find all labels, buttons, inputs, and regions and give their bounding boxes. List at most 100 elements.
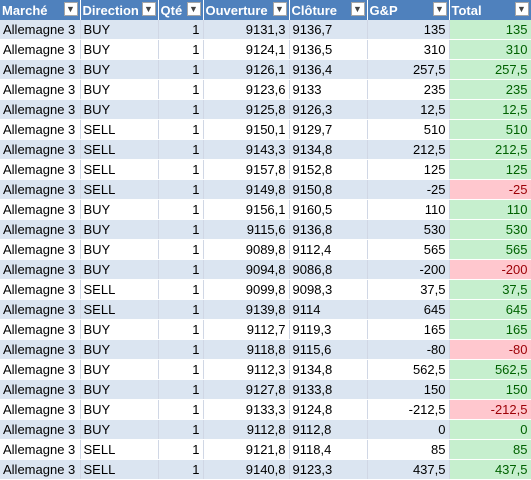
table-row[interactable]: Allemagne 3 SELL 1 9143,3 9134,8 212,5 212,5 — [0, 139, 531, 160]
cell-total[interactable]: 645 — [449, 299, 531, 320]
cell-direction[interactable]: SELL — [80, 119, 159, 140]
cell-marche[interactable]: Allemagne 3 — [0, 59, 81, 80]
cell-total[interactable]: 85 — [449, 439, 531, 460]
cell-cloture[interactable]: 9136,4 — [289, 59, 368, 80]
cell-direction[interactable]: BUY — [80, 259, 159, 280]
cell-marche[interactable]: Allemagne 3 — [0, 319, 81, 340]
cell-direction[interactable]: BUY — [80, 419, 159, 440]
cell-cloture[interactable]: 9152,8 — [289, 159, 368, 180]
cell-qte[interactable]: 1 — [158, 79, 204, 100]
cell-ouverture[interactable]: 9112,8 — [203, 419, 290, 440]
cell-qte[interactable]: 1 — [158, 139, 204, 160]
chevron-down-icon[interactable]: ▼ — [186, 2, 201, 16]
cell-direction[interactable]: BUY — [80, 239, 159, 260]
cell-gp[interactable]: 165 — [367, 319, 450, 340]
cell-gp[interactable]: -25 — [367, 179, 450, 200]
cell-direction[interactable]: BUY — [80, 399, 159, 420]
cell-cloture[interactable]: 9124,8 — [289, 399, 368, 420]
cell-ouverture[interactable]: 9139,8 — [203, 299, 290, 320]
cell-qte[interactable]: 1 — [158, 399, 204, 420]
cell-direction[interactable]: SELL — [80, 179, 159, 200]
cell-ouverture[interactable]: 9157,8 — [203, 159, 290, 180]
cell-qte[interactable]: 1 — [158, 99, 204, 120]
cell-gp[interactable]: 645 — [367, 299, 450, 320]
table-row[interactable]: Allemagne 3 BUY 1 9123,6 9133 235 235 — [0, 79, 531, 100]
cell-qte[interactable]: 1 — [158, 119, 204, 140]
cell-marche[interactable]: Allemagne 3 — [0, 419, 81, 440]
cell-direction[interactable]: SELL — [80, 299, 159, 320]
cell-marche[interactable]: Allemagne 3 — [0, 79, 81, 100]
cell-ouverture[interactable]: 9112,7 — [203, 319, 290, 340]
cell-marche[interactable]: Allemagne 3 — [0, 259, 81, 280]
table-row[interactable]: Allemagne 3 SELL 1 9139,8 9114 645 645 — [0, 299, 531, 320]
table-row[interactable]: Allemagne 3 BUY 1 9156,1 9160,5 110 110 — [0, 199, 531, 220]
cell-total[interactable]: -80 — [449, 339, 531, 360]
table-row[interactable]: Allemagne 3 SELL 1 9150,1 9129,7 510 510 — [0, 119, 531, 140]
cell-cloture[interactable]: 9134,8 — [289, 139, 368, 160]
cell-cloture[interactable]: 9126,3 — [289, 99, 368, 120]
cell-marche[interactable]: Allemagne 3 — [0, 379, 81, 400]
table-row[interactable]: Allemagne 3 BUY 1 9131,3 9136,7 135 135 — [0, 20, 531, 40]
chevron-down-icon[interactable]: ▼ — [141, 2, 156, 16]
cell-cloture[interactable]: 9136,5 — [289, 39, 368, 60]
cell-cloture[interactable]: 9119,3 — [289, 319, 368, 340]
table-row[interactable]: Allemagne 3 BUY 1 9112,8 9112,8 0 0 — [0, 419, 531, 440]
cell-gp[interactable]: 125 — [367, 159, 450, 180]
cell-ouverture[interactable]: 9140,8 — [203, 459, 290, 480]
cell-marche[interactable]: Allemagne 3 — [0, 20, 81, 40]
cell-qte[interactable]: 1 — [158, 419, 204, 440]
cell-qte[interactable]: 1 — [158, 459, 204, 480]
cell-ouverture[interactable]: 9115,6 — [203, 219, 290, 240]
cell-ouverture[interactable]: 9089,8 — [203, 239, 290, 260]
cell-gp[interactable]: 310 — [367, 39, 450, 60]
cell-direction[interactable]: BUY — [80, 359, 159, 380]
cell-ouverture[interactable]: 9123,6 — [203, 79, 290, 100]
cell-ouverture[interactable]: 9150,1 — [203, 119, 290, 140]
cell-total[interactable]: 0 — [449, 419, 531, 440]
cell-marche[interactable]: Allemagne 3 — [0, 219, 81, 240]
cell-qte[interactable]: 1 — [158, 199, 204, 220]
cell-ouverture[interactable]: 9131,3 — [203, 20, 290, 40]
cell-ouverture[interactable]: 9094,8 — [203, 259, 290, 280]
cell-direction[interactable]: BUY — [80, 199, 159, 220]
cell-cloture[interactable]: 9136,7 — [289, 20, 368, 40]
cell-gp[interactable]: -200 — [367, 259, 450, 280]
cell-direction[interactable]: BUY — [80, 20, 159, 40]
cell-qte[interactable]: 1 — [158, 219, 204, 240]
cell-total[interactable]: 110 — [449, 199, 531, 220]
cell-gp[interactable]: 212,5 — [367, 139, 450, 160]
cell-gp[interactable]: 110 — [367, 199, 450, 220]
cell-cloture[interactable]: 9133 — [289, 79, 368, 100]
cell-ouverture[interactable]: 9143,3 — [203, 139, 290, 160]
cell-marche[interactable]: Allemagne 3 — [0, 279, 81, 300]
cell-gp[interactable]: 530 — [367, 219, 450, 240]
cell-marche[interactable]: Allemagne 3 — [0, 359, 81, 380]
cell-qte[interactable]: 1 — [158, 179, 204, 200]
cell-marche[interactable]: Allemagne 3 — [0, 339, 81, 360]
cell-marche[interactable]: Allemagne 3 — [0, 239, 81, 260]
table-row[interactable]: Allemagne 3 BUY 1 9089,8 9112,4 565 565 — [0, 239, 531, 260]
cell-direction[interactable]: BUY — [80, 99, 159, 120]
cell-total[interactable]: 565 — [449, 239, 531, 260]
cell-marche[interactable]: Allemagne 3 — [0, 199, 81, 220]
cell-cloture[interactable]: 9086,8 — [289, 259, 368, 280]
table-row[interactable]: Allemagne 3 SELL 1 9140,8 9123,3 437,5 437,5 — [0, 459, 531, 480]
cell-total[interactable]: -212,5 — [449, 399, 531, 420]
cell-ouverture[interactable]: 9127,8 — [203, 379, 290, 400]
cell-ouverture[interactable]: 9126,1 — [203, 59, 290, 80]
table-row[interactable]: Allemagne 3 BUY 1 9133,3 9124,8 -212,5 -212,5 — [0, 399, 531, 420]
cell-marche[interactable]: Allemagne 3 — [0, 99, 81, 120]
cell-total[interactable]: 257,5 — [449, 59, 531, 80]
cell-cloture[interactable]: 9114 — [289, 299, 368, 320]
cell-cloture[interactable]: 9129,7 — [289, 119, 368, 140]
table-row[interactable]: Allemagne 3 SELL 1 9121,8 9118,4 85 85 — [0, 439, 531, 460]
cell-ouverture[interactable]: 9121,8 — [203, 439, 290, 460]
cell-qte[interactable]: 1 — [158, 439, 204, 460]
cell-direction[interactable]: SELL — [80, 159, 159, 180]
cell-gp[interactable]: 235 — [367, 79, 450, 100]
cell-ouverture[interactable]: 9112,3 — [203, 359, 290, 380]
cell-qte[interactable]: 1 — [158, 319, 204, 340]
cell-gp[interactable]: 150 — [367, 379, 450, 400]
cell-gp[interactable]: 135 — [367, 20, 450, 40]
table-row[interactable]: Allemagne 3 SELL 1 9099,8 9098,3 37,5 37,5 — [0, 279, 531, 300]
